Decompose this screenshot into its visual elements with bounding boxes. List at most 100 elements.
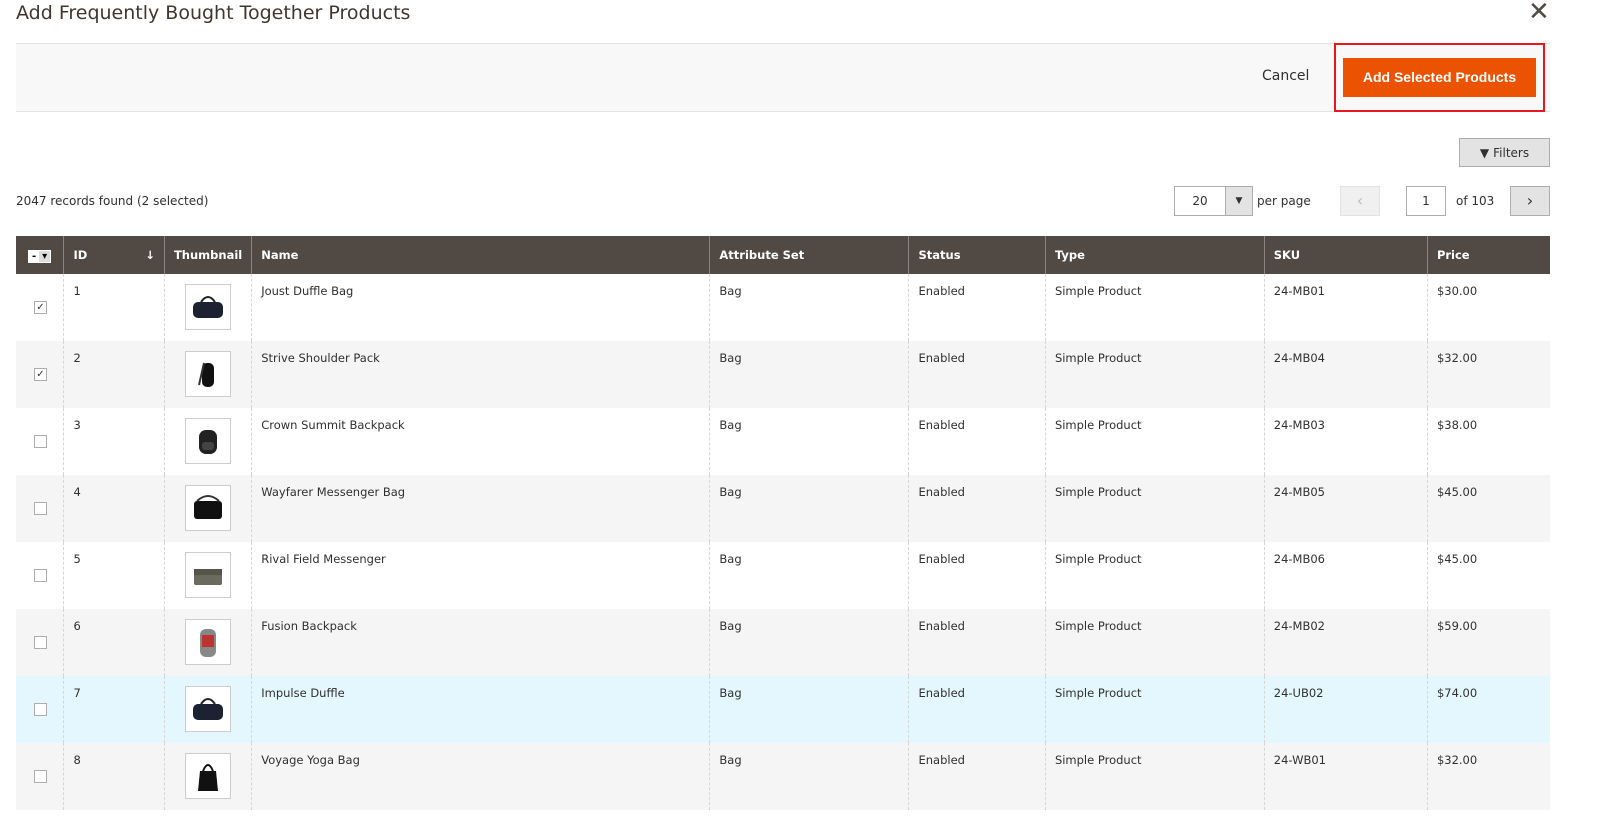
cell-status: Enabled	[908, 542, 1046, 609]
per-page-value: 20	[1192, 194, 1208, 208]
table-row[interactable]: 5 Rival Field Messenger Bag Enabled Simp…	[16, 542, 1550, 609]
bag-icon	[194, 569, 223, 585]
cell-status: Enabled	[908, 743, 1046, 810]
cell-id: 8	[63, 743, 165, 810]
row-checkbox[interactable]	[34, 770, 47, 783]
bag-icon	[193, 296, 224, 318]
cell-id: 5	[63, 542, 165, 609]
prev-page-button[interactable]: ‹	[1340, 186, 1380, 216]
product-thumbnail[interactable]	[185, 686, 232, 732]
table-row[interactable]: 3 Crown Summit Backpack Bag Enabled Simp…	[16, 408, 1550, 475]
cell-attribute-set: Bag	[709, 341, 909, 408]
products-grid: - ▾ ID ↓ Thumbnail Name Attribute Set Stat…	[16, 236, 1550, 810]
bag-icon	[198, 362, 215, 387]
cell-type: Simple Product	[1044, 341, 1265, 408]
table-row[interactable]: 6 Fusion Backpack Bag Enabled Simple Pro…	[16, 609, 1550, 676]
cell-attribute-set: Bag	[709, 609, 909, 676]
cell-type: Simple Product	[1044, 743, 1265, 810]
table-row[interactable]: ✓ 1 Joust Duffle Bag Bag Enabled Simple …	[16, 274, 1550, 341]
cancel-button[interactable]: Cancel	[1262, 68, 1310, 84]
modal-title: Add Frequently Bought Together Products	[16, 2, 411, 24]
cell-price: $38.00	[1426, 408, 1550, 475]
cell-name: Strive Shoulder Pack	[251, 341, 710, 408]
bag-icon	[199, 430, 218, 454]
cell-price: $45.00	[1426, 475, 1550, 542]
cell-sku: 24-UB02	[1263, 676, 1428, 743]
cell-sku: 24-MB04	[1263, 341, 1428, 408]
cell-id: 7	[63, 676, 165, 743]
column-type[interactable]: Type	[1044, 236, 1265, 274]
cell-type: Simple Product	[1044, 609, 1265, 676]
sort-arrow-icon: ↓	[145, 248, 155, 262]
row-checkbox[interactable]: ✓	[34, 301, 47, 314]
cell-sku: 24-WB01	[1263, 743, 1428, 810]
highlight-box	[1334, 43, 1545, 112]
table-row[interactable]: 7 Impulse Duffle Bag Enabled Simple Prod…	[16, 676, 1550, 743]
column-name[interactable]: Name	[251, 236, 710, 274]
column-sku[interactable]: SKU	[1263, 236, 1428, 274]
cell-name: Wayfarer Messenger Bag	[251, 475, 710, 542]
action-bar	[16, 43, 1550, 112]
cell-type: Simple Product	[1044, 274, 1265, 341]
column-id[interactable]: ID ↓	[63, 236, 165, 274]
product-thumbnail[interactable]	[185, 351, 232, 397]
cell-sku: 24-MB06	[1263, 542, 1428, 609]
filters-button[interactable]: ▼ Filters	[1459, 138, 1550, 167]
cell-id: 4	[63, 475, 165, 542]
funnel-icon: ▼	[1479, 145, 1490, 160]
chevron-down-icon[interactable]: ▼	[1225, 187, 1252, 215]
cell-attribute-set: Bag	[709, 475, 909, 542]
cell-type: Simple Product	[1044, 475, 1265, 542]
cell-price: $32.00	[1426, 341, 1550, 408]
column-attribute-set[interactable]: Attribute Set	[709, 236, 909, 274]
cell-id: 3	[63, 408, 165, 475]
cell-name: Crown Summit Backpack	[251, 408, 710, 475]
product-thumbnail[interactable]	[185, 418, 232, 464]
cell-sku: 24-MB02	[1263, 609, 1428, 676]
column-status[interactable]: Status	[908, 236, 1046, 274]
row-checkbox[interactable]	[34, 435, 47, 448]
cell-price: $74.00	[1426, 676, 1550, 743]
cell-type: Simple Product	[1044, 408, 1265, 475]
cell-name: Rival Field Messenger	[251, 542, 710, 609]
close-icon[interactable]: ✕	[1528, 0, 1550, 27]
column-price[interactable]: Price	[1426, 236, 1550, 274]
cell-attribute-set: Bag	[709, 676, 909, 743]
table-row[interactable]: ✓ 2 Strive Shoulder Pack Bag Enabled Sim…	[16, 341, 1550, 408]
bag-icon	[200, 629, 217, 657]
per-page-select[interactable]: 20 ▼	[1174, 186, 1253, 216]
product-thumbnail[interactable]	[185, 284, 232, 330]
column-thumbnail: Thumbnail	[163, 236, 252, 274]
mass-select[interactable]: - ▾	[16, 236, 64, 274]
cell-id: 2	[63, 341, 165, 408]
bag-icon	[193, 698, 224, 720]
row-checkbox[interactable]: ✓	[34, 368, 47, 381]
records-count: 2047 records found (2 selected)	[16, 194, 209, 208]
table-row[interactable]: 8 Voyage Yoga Bag Bag Enabled Simple Pro…	[16, 743, 1550, 810]
product-thumbnail[interactable]	[185, 552, 232, 598]
cell-price: $32.00	[1426, 743, 1550, 810]
product-thumbnail[interactable]	[185, 619, 232, 665]
cell-type: Simple Product	[1044, 542, 1265, 609]
bag-icon	[194, 495, 223, 519]
add-selected-products-button[interactable]: Add Selected Products	[1343, 58, 1536, 97]
page-total: of 103	[1456, 194, 1495, 208]
row-checkbox[interactable]	[34, 636, 47, 649]
product-thumbnail[interactable]	[185, 485, 232, 531]
row-checkbox[interactable]	[34, 569, 47, 582]
next-page-button[interactable]: ›	[1510, 186, 1550, 216]
table-row[interactable]: 4 Wayfarer Messenger Bag Bag Enabled Sim…	[16, 475, 1550, 542]
row-checkbox[interactable]	[34, 703, 47, 716]
bag-icon	[198, 764, 219, 791]
cell-attribute-set: Bag	[709, 274, 909, 341]
page-input[interactable]: 1	[1406, 186, 1446, 216]
row-checkbox[interactable]	[34, 502, 47, 515]
product-thumbnail[interactable]	[185, 753, 232, 799]
cell-name: Voyage Yoga Bag	[251, 743, 710, 810]
cell-status: Enabled	[908, 676, 1046, 743]
cell-status: Enabled	[908, 475, 1046, 542]
cell-price: $30.00	[1426, 274, 1550, 341]
cell-attribute-set: Bag	[709, 408, 909, 475]
cell-status: Enabled	[908, 274, 1046, 341]
cell-name: Impulse Duffle	[251, 676, 710, 743]
